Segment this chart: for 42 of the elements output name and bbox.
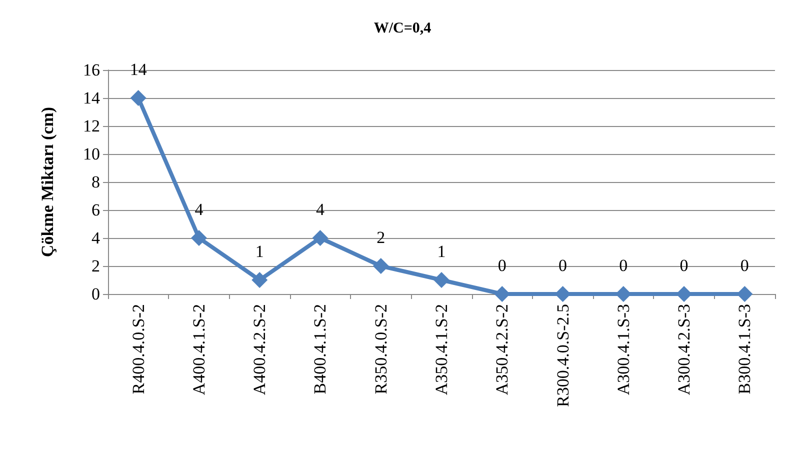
- y-tick-label: 4: [92, 228, 100, 248]
- data-label: 4: [316, 200, 325, 219]
- point: [554, 286, 571, 302]
- data-label: 0: [498, 256, 506, 275]
- y-tick-label: 16: [83, 60, 100, 80]
- x-tick-label: R400.4.0.S-2: [128, 304, 148, 394]
- x-tick-label: R350.4.0.S-2: [371, 304, 390, 394]
- y-tick-label: 14: [83, 88, 100, 108]
- chart-title: W/C=0,4: [374, 20, 432, 36]
- point: [312, 230, 328, 246]
- y-tick-label: 2: [92, 256, 100, 276]
- x-tick-label: A300.4.1.S-3: [614, 304, 633, 396]
- data-label: 1: [437, 242, 446, 261]
- x-tick-label: A350.4.2.S-2: [492, 304, 512, 396]
- data-label: 2: [376, 228, 386, 247]
- data-label: 4: [194, 200, 204, 219]
- point: [494, 286, 510, 302]
- x-tick-label: A400.4.2.S-2: [250, 304, 270, 396]
- point: [434, 272, 450, 288]
- data-label: 0: [680, 256, 688, 275]
- data-label: 14: [130, 60, 148, 79]
- x-tick-label: A350.4.1.S-2: [432, 304, 451, 396]
- point: [736, 286, 753, 302]
- y-axis-title: Çökme Miktarı (cm): [38, 106, 57, 258]
- data-label: 1: [255, 242, 264, 261]
- x-tick-label: A400.4.1.S-2: [189, 304, 208, 396]
- x-tick-label: R300.4.0.S-2.5: [553, 304, 572, 407]
- point: [372, 258, 389, 274]
- data-label: 0: [740, 256, 749, 275]
- x-tick-label: A300.4.2.S-3: [674, 304, 694, 396]
- y-tick-label: 6: [92, 200, 100, 220]
- y-tick-label: 12: [83, 116, 100, 136]
- y-tick-label: 8: [92, 172, 100, 192]
- point: [130, 90, 146, 106]
- y-tick-label: 0: [92, 284, 100, 304]
- point: [252, 272, 268, 288]
- point: [190, 230, 207, 246]
- x-tick-label: B400.4.1.S-2: [310, 304, 330, 394]
- x-tick-label: B300.4.1.S-3: [735, 304, 754, 394]
- data-label: 0: [619, 256, 628, 275]
- y-tick-label: 10: [83, 144, 100, 164]
- data-label: 0: [558, 256, 568, 275]
